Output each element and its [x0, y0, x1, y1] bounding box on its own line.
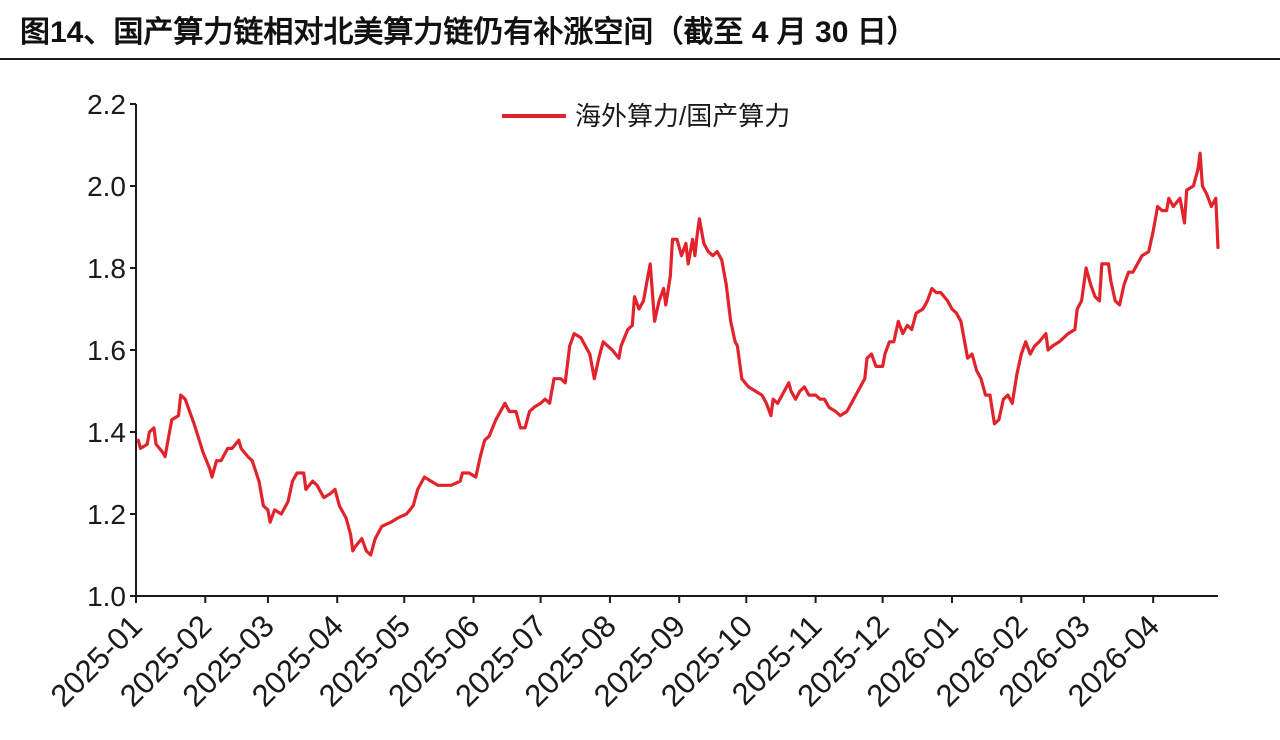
figure-title: 图14、国产算力链相对北美算力链仍有补涨空间（截至 4 月 30 日）: [20, 16, 917, 49]
plot-area: 1.0 1.2 1.4 1.6 1.8 2.0 2.2 2025-012025-022025…: [44, 89, 1220, 713]
series-group: [136, 151, 1220, 557]
y-tick-label: 1.6: [87, 335, 126, 366]
y-tick-label: 2.2: [87, 89, 126, 120]
legend-label: 海外算力/国产算力: [575, 101, 790, 131]
y-tick-label: 1.8: [87, 253, 126, 284]
series-line: [136, 151, 1220, 557]
y-tick-label: 1.0: [87, 581, 126, 612]
title-divider: [0, 58, 1280, 60]
legend: 海外算力/国产算力: [502, 101, 790, 131]
y-tick-label: 2.0: [87, 171, 126, 202]
y-axis-ticks: 1.0 1.2 1.4 1.6 1.8 2.0 2.2: [87, 89, 136, 612]
x-axis-ticks: 2025-012025-022025-032025-042025-052025-…: [44, 596, 1166, 713]
y-tick-label: 1.2: [87, 499, 126, 530]
y-tick-label: 1.4: [87, 417, 126, 448]
